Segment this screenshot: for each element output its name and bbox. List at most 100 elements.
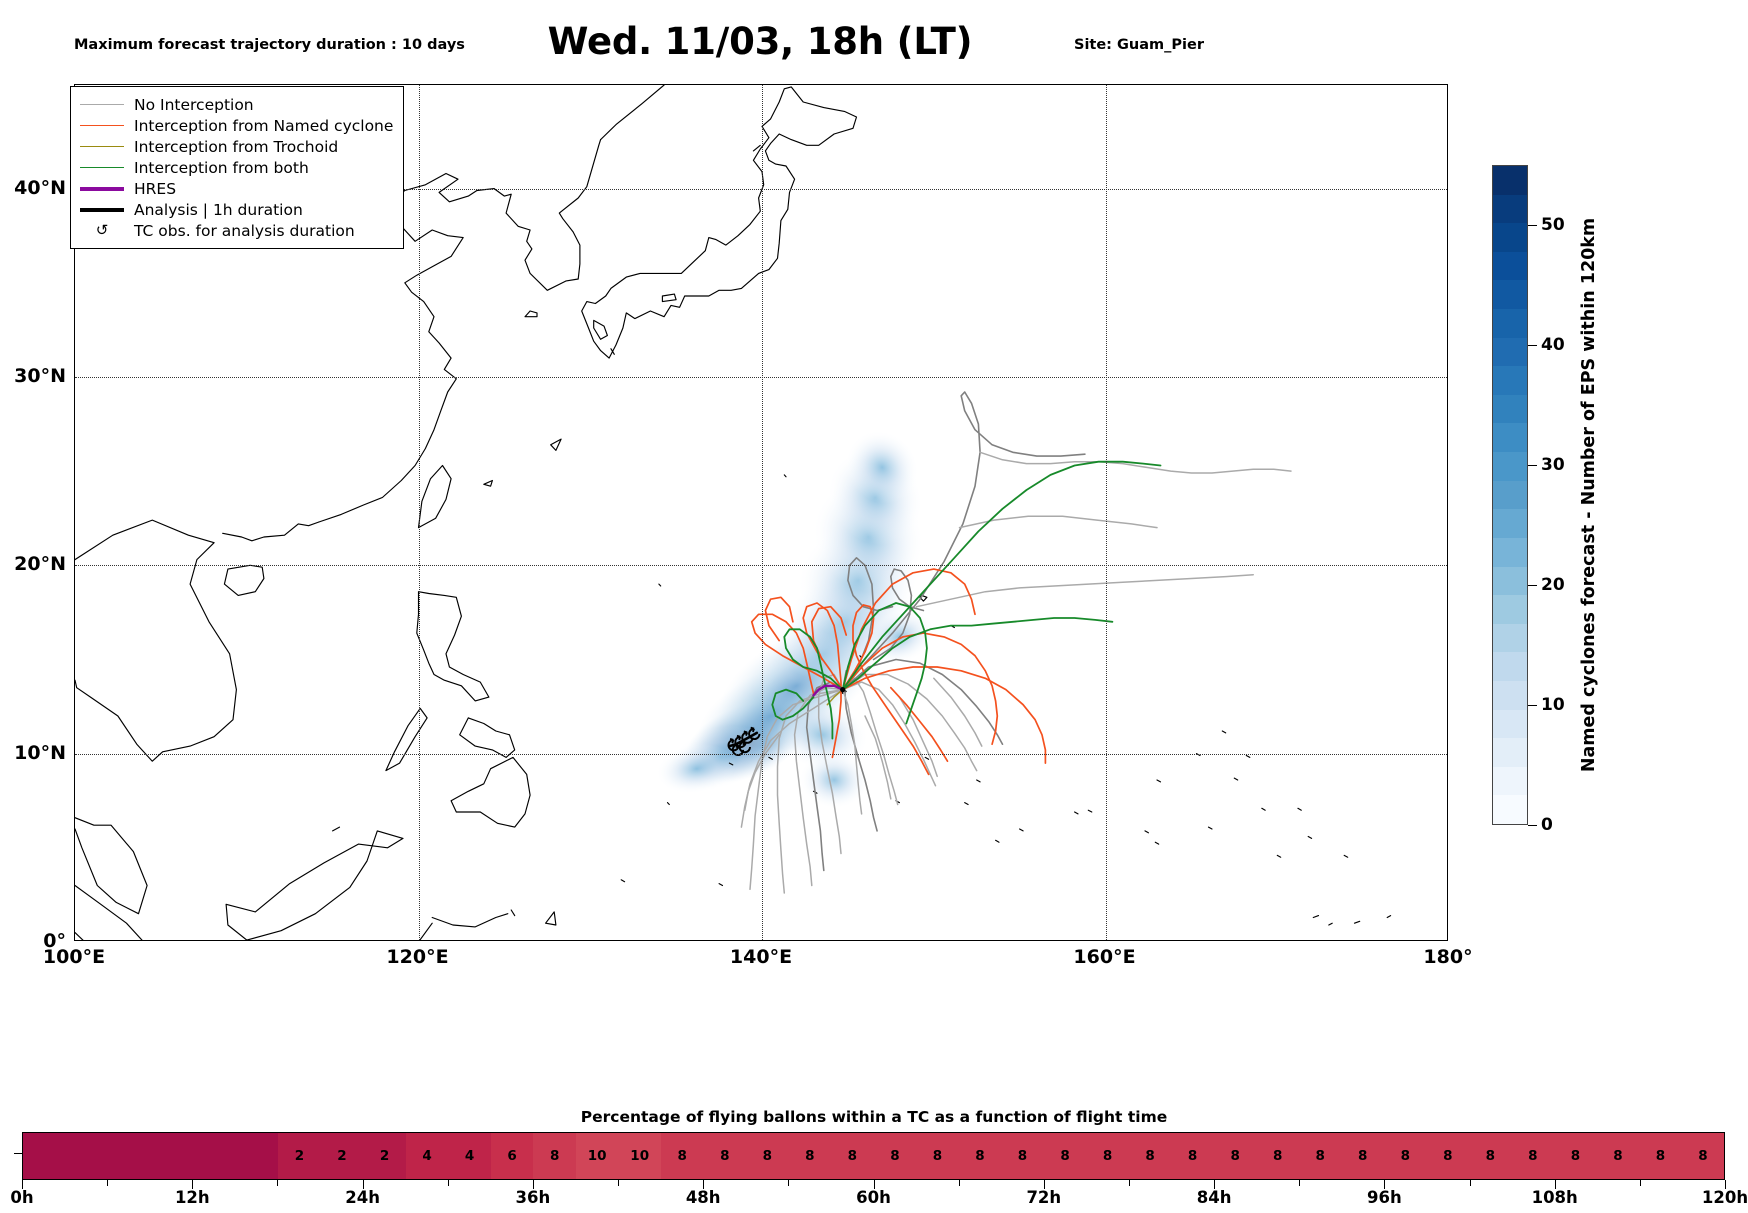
percentage-axis-minor-tick: [1299, 1180, 1301, 1186]
percentage-cell: [23, 1133, 66, 1179]
percentage-cell: [108, 1133, 151, 1179]
percentage-axis-minor-tick: [107, 1180, 109, 1186]
tc-observation-markers: [727, 726, 761, 756]
colorbar-segment: [1493, 480, 1527, 510]
legend-item: No Interception: [79, 94, 393, 115]
colorbar-tick: [1528, 465, 1537, 466]
gridline-longitude: [418, 85, 420, 940]
percentage-axis-tick: [22, 1180, 23, 1189]
percentage-cell: 8: [1128, 1133, 1172, 1179]
percentage-cell: [150, 1133, 194, 1179]
percentage-axis-tick: [1725, 1180, 1726, 1189]
colorbar-segment: [1493, 738, 1527, 767]
percentage-axis-label: 72h: [1026, 1188, 1062, 1207]
percentage-axis-tick: [873, 1180, 875, 1189]
percentage-cell: 8: [1596, 1133, 1640, 1179]
colorbar-segment: [1493, 337, 1527, 367]
colorbar-tick-label: 30: [1541, 455, 1565, 475]
percentage-axis-tick: [192, 1180, 194, 1189]
colorbar-segment: [1493, 251, 1527, 281]
percentage-axis-minor-tick: [447, 1180, 449, 1186]
percentage-cell: 8: [1469, 1133, 1512, 1179]
metadata-line-site: Site: Guam_Pier: [1074, 37, 1204, 54]
percentage-cell: 8: [1256, 1133, 1299, 1179]
legend-item-label: Analysis | 1h duration: [134, 200, 303, 219]
gridline-latitude: [75, 565, 1447, 567]
longitude-tick-label: 180°: [1423, 946, 1473, 968]
percentage-axis-tick: [1384, 1180, 1386, 1189]
percentage-axis-label: 60h: [856, 1188, 891, 1207]
legend-item-label: Interception from Trochoid: [134, 137, 339, 156]
gridline-longitude: [762, 85, 763, 940]
legend-line-swatch: [79, 186, 125, 191]
percentage-cell: 8: [533, 1133, 576, 1179]
percentage-axis-label: 84h: [1196, 1188, 1232, 1207]
legend-item: Interception from Named cyclone: [79, 115, 393, 136]
legend-swatch-line: [80, 146, 124, 147]
longitude-tick-label: 120°E: [386, 946, 449, 968]
percentage-cell: 8: [831, 1133, 874, 1179]
percentage-cell: 2: [363, 1133, 406, 1179]
colorbar-tick-label: 0: [1541, 815, 1553, 835]
percentage-axis-minor-tick: [277, 1180, 279, 1186]
percentage-axis-label: 12h: [174, 1188, 210, 1207]
percentage-cell: 8: [1213, 1133, 1257, 1179]
percentage-cell: [65, 1133, 109, 1179]
percentage-bar-left-cap: [14, 1153, 22, 1154]
percentage-axis-label: 96h: [1367, 1188, 1402, 1207]
percentage-cell: 8: [746, 1133, 789, 1179]
percentage-cell: 8: [1681, 1133, 1725, 1179]
colorbar-tick: [1528, 225, 1537, 226]
percentage-cell: 8: [1384, 1133, 1427, 1179]
colorbar-segment: [1493, 795, 1527, 824]
percentage-axis-tick: [362, 1180, 364, 1189]
legend-item: Interception from both: [79, 157, 393, 178]
percentage-cell: 8: [1001, 1133, 1044, 1179]
longitude-tick-label: 160°E: [1073, 946, 1136, 968]
legend-item-label: TC obs. for analysis duration: [134, 221, 355, 240]
legend-item-label: Interception from both: [134, 158, 309, 177]
colorbar-segment: [1493, 394, 1527, 424]
colorbar-segment: [1493, 766, 1527, 796]
colorbar-tick: [1528, 825, 1537, 826]
legend-line-swatch: [79, 146, 125, 147]
tc-obs-icon: ↺: [79, 223, 125, 238]
colorbar-segment: [1493, 680, 1527, 710]
percentage-axis-minor-tick: [618, 1180, 620, 1186]
percentage-axis-tick: [532, 1180, 534, 1189]
legend-swatch-line: [80, 125, 124, 126]
colorbar-segment: [1493, 452, 1527, 481]
colorbar-segment: [1493, 509, 1527, 538]
percentage-cell: 6: [490, 1133, 534, 1179]
gridline-latitude: [75, 376, 1447, 378]
percentage-cell: 8: [1554, 1133, 1597, 1179]
colorbar-tick: [1528, 585, 1537, 586]
colorbar-gradient: [1492, 165, 1528, 825]
legend-item: Interception from Trochoid: [79, 136, 393, 157]
colorbar-segment: [1493, 709, 1527, 739]
percentage-cell: 8: [958, 1133, 1002, 1179]
colorbar-axis-label: Named cyclones forecast - Number of EPS …: [1574, 165, 1604, 825]
percentage-cell: 2: [320, 1133, 364, 1179]
percentage-bar-title: Percentage of flying ballons within a TC…: [580, 1108, 1168, 1126]
percentage-axis-minor-tick: [1128, 1180, 1130, 1186]
map-legend: No Interception Interception from Named c…: [70, 86, 405, 249]
percentage-axis-label: 0h: [10, 1188, 34, 1207]
colorbar-tick-label: 50: [1541, 215, 1565, 235]
colorbar-segment: [1493, 194, 1527, 224]
percentage-cell: 8: [916, 1133, 959, 1179]
legend-item: ↺ TC obs. for analysis duration: [79, 220, 393, 241]
legend-line-swatch: [79, 167, 125, 168]
percentage-axis-tick: [1214, 1180, 1216, 1189]
colorbar-tick-label: 40: [1541, 335, 1565, 355]
percentage-axis-label: 120h: [1701, 1188, 1748, 1207]
coastlines: [75, 85, 1392, 940]
colorbar-segment: [1493, 537, 1527, 567]
percentage-cell: 8: [1298, 1133, 1342, 1179]
colorbar-segment: [1493, 223, 1527, 252]
percentage-cell: 10: [575, 1133, 619, 1179]
page-title: Wed. 11/03, 18h (LT): [547, 20, 973, 63]
percentage-cell: 8: [703, 1133, 747, 1179]
legend-line-swatch: [79, 104, 125, 105]
percentage-axis-label: 108h: [1531, 1188, 1578, 1207]
